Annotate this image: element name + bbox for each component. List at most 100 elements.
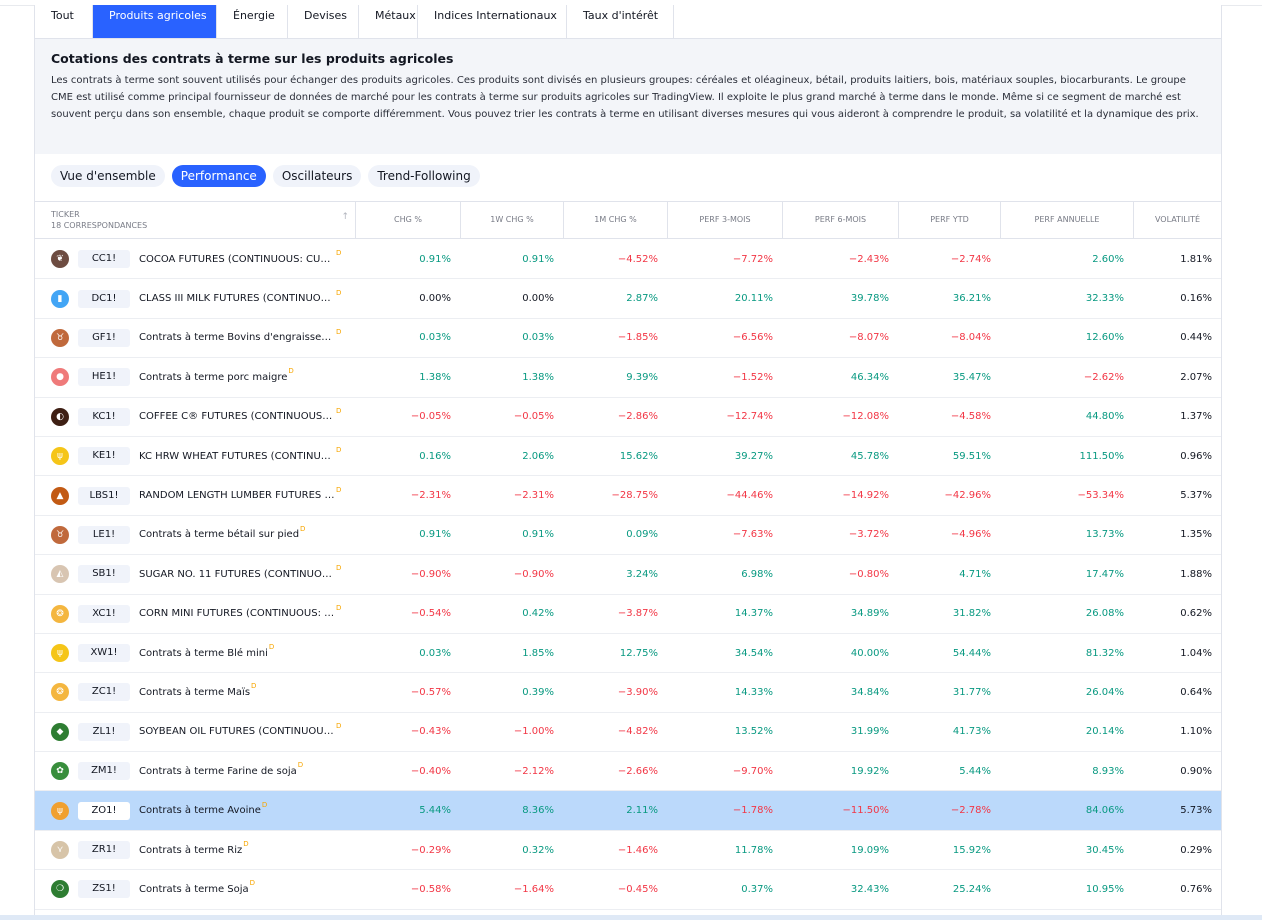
table-row[interactable]: ✿ ZM1! Contrats à terme Farine de soja D −0.…	[35, 752, 1221, 792]
value-1w-chg: 1.85%	[522, 647, 554, 659]
table-row[interactable]: ▮ DC1! CLASS III MILK FUTURES (CONTINUOUS……	[35, 279, 1221, 319]
contract-name[interactable]: SOYBEAN OIL FUTURES (CONTINUOUS: …	[139, 726, 335, 738]
ticker-symbol[interactable]: SB1!	[78, 565, 130, 584]
value-1m-chg: −3.90%	[617, 686, 658, 698]
contract-name[interactable]: Contrats à terme bétail sur pied	[139, 529, 300, 541]
contract-name[interactable]: COFFEE C® FUTURES (CONTINUOUS: C…	[139, 411, 335, 423]
contract-name[interactable]: KC HRW WHEAT FUTURES (CONTINUOU…	[139, 450, 335, 462]
delayed-data-marker: D	[336, 603, 342, 612]
tab-produits-agricoles[interactable]: Produits agricoles	[93, 5, 217, 38]
value-perf-annuelle: 2.60%	[1092, 253, 1124, 265]
value-chg: −0.29%	[410, 844, 451, 856]
ticker-symbol[interactable]: LE1!	[78, 525, 130, 544]
table-row[interactable]: ψ XW1! Contrats à terme Blé mini D 0.03% 1.85…	[35, 634, 1221, 674]
table-row[interactable]: ◐ KC1! COFFEE C® FUTURES (CONTINUOUS: C… D −…	[35, 398, 1221, 437]
contract-name[interactable]: Contrats à terme porc maigre	[139, 371, 288, 383]
ticker-symbol[interactable]: ZC1!	[78, 683, 130, 702]
table-row[interactable]: ♉ GF1! Contrats à terme Bovins d'engraisse…	[35, 319, 1221, 359]
table-row[interactable]: ● HE1! Contrats à terme porc maigre D 1.38% 1…	[35, 358, 1221, 398]
view-pill-trend-following[interactable]: Trend-Following	[368, 165, 480, 187]
value-perf-6-mois: −8.07%	[848, 332, 889, 344]
value-chg: −0.54%	[410, 608, 451, 620]
contract-name[interactable]: CORN MINI FUTURES (CONTINUOUS: C…	[139, 608, 335, 620]
contract-name[interactable]: CLASS III MILK FUTURES (CONTINUOUS…	[139, 293, 335, 305]
column-header-perf-annuelle[interactable]: PERF ANNUELLE	[1000, 202, 1133, 238]
table-row[interactable]: ψ ZO1! Contrats à terme Avoine D 5.44% 8.36% 2…	[35, 791, 1221, 831]
ticker-column-header[interactable]: TICKER 18 CORRESPONDANCES ↑	[35, 202, 355, 238]
column-header-volatilit[interactable]: VOLATILITÉ	[1133, 202, 1221, 238]
ticker-symbol[interactable]: CC1!	[78, 250, 130, 269]
table-row[interactable]: ◭ SB1! SUGAR NO. 11 FUTURES (CONTINUOUS… D −…	[35, 555, 1221, 595]
column-header-perf-3-mois[interactable]: PERF 3-MOIS	[667, 202, 782, 238]
ticker-symbol[interactable]: GF1!	[78, 328, 130, 347]
table-row[interactable]: ▲ LBS1! RANDOM LENGTH LUMBER FUTURES (C… D −…	[35, 476, 1221, 516]
table-row[interactable]: ❂ XC1! CORN MINI FUTURES (CONTINUOUS: C… D −…	[35, 595, 1221, 634]
table-row[interactable]: ⋎ ZR1! Contrats à terme Riz D −0.29% 0.32% −1.…	[35, 831, 1221, 871]
ticker-cell: ❦ CC1! COCOA FUTURES (CONTINUOUS: CURR… D	[35, 249, 355, 269]
ticker-symbol[interactable]: ZO1!	[78, 801, 130, 820]
futures-table-body: ❦ CC1! COCOA FUTURES (CONTINUOUS: CURR… D 0.…	[35, 240, 1221, 910]
contract-name[interactable]: Contrats à terme Riz	[139, 844, 243, 856]
ticker-symbol[interactable]: XC1!	[78, 604, 130, 623]
value-perf-annuelle: 26.08%	[1085, 608, 1124, 620]
value-perf-3-mois: −7.63%	[732, 529, 773, 541]
ticker-cell: ⋎ ZR1! Contrats à terme Riz D	[35, 840, 355, 860]
value-1m-chg: −2.66%	[617, 765, 658, 777]
ticker-symbol[interactable]: XW1!	[78, 644, 130, 663]
value-1w-chg: −1.64%	[513, 883, 554, 895]
ticker-cell: ▮ DC1! CLASS III MILK FUTURES (CONTINUOUS……	[35, 289, 355, 308]
value-1w-chg: −0.90%	[513, 568, 554, 580]
ticker-symbol[interactable]: ZR1!	[78, 841, 130, 860]
tab-metaux[interactable]: Métaux	[359, 5, 418, 38]
table-row[interactable]: ❦ CC1! COCOA FUTURES (CONTINUOUS: CURR… D 0.…	[35, 240, 1221, 280]
table-row[interactable]: ❍ ZS1! Contrats à terme Soja D −0.58% −1.64% −…	[35, 870, 1221, 910]
column-header-chg[interactable]: CHG %	[355, 202, 460, 238]
ticker-symbol[interactable]: ZS1!	[78, 880, 130, 899]
sort-arrow-icon[interactable]: ↑	[341, 212, 349, 222]
ticker-symbol[interactable]: LBS1!	[78, 486, 130, 505]
delayed-data-marker: D	[243, 840, 249, 849]
ticker-symbol[interactable]: HE1!	[78, 368, 130, 387]
delayed-data-marker: D	[336, 564, 342, 573]
contract-name[interactable]: Contrats à terme Farine de soja	[139, 765, 297, 777]
column-header-1m-chg[interactable]: 1M CHG %	[563, 202, 667, 238]
contract-name[interactable]: COCOA FUTURES (CONTINUOUS: CURR…	[139, 253, 335, 265]
tab-tout[interactable]: Tout	[35, 5, 93, 38]
contract-name[interactable]: Contrats à terme Blé mini	[139, 647, 268, 659]
column-header-perf-ytd[interactable]: PERF YTD	[898, 202, 1000, 238]
tab-taux-d-interet[interactable]: Taux d'intérêt	[567, 5, 674, 38]
column-header-perf-6-mois[interactable]: PERF 6-MOIS	[782, 202, 898, 238]
view-pill-performance[interactable]: Performance	[171, 165, 266, 187]
ticker-symbol[interactable]: KC1!	[78, 407, 130, 426]
contract-name[interactable]: Contrats à terme Soja	[139, 883, 249, 895]
value-1m-chg: 12.75%	[619, 647, 658, 659]
tab-indices-internationaux[interactable]: Indices Internationaux	[418, 5, 567, 38]
table-row[interactable]: ◆ ZL1! SOYBEAN OIL FUTURES (CONTINUOUS: … D…	[35, 713, 1221, 753]
value-1w-chg: 8.36%	[522, 805, 554, 817]
value-1w-chg: 1.38%	[522, 371, 554, 383]
contract-name[interactable]: Contrats à terme Bovins d'engraisseme…	[139, 332, 335, 344]
table-row[interactable]: ♉ LE1! Contrats à terme bétail sur pied D 0.…	[35, 516, 1221, 556]
tab-devises[interactable]: Devises	[288, 5, 359, 38]
value-1w-chg: 2.06%	[522, 450, 554, 462]
corn-icon: ❂	[51, 683, 69, 702]
value-1m-chg: 9.39%	[626, 371, 658, 383]
column-header-1w-chg[interactable]: 1W CHG %	[460, 202, 563, 238]
contract-name[interactable]: RANDOM LENGTH LUMBER FUTURES (C…	[139, 490, 335, 502]
contract-name[interactable]: Contrats à terme Avoine	[139, 805, 261, 817]
contract-name[interactable]: Contrats à terme Maïs	[139, 686, 251, 698]
table-row[interactable]: ψ KE1! KC HRW WHEAT FUTURES (CONTINUOU… D 0.…	[35, 437, 1221, 477]
ticker-symbol[interactable]: KE1!	[78, 447, 130, 466]
value-perf-6-mois: 19.92%	[850, 765, 889, 777]
contract-name[interactable]: SUGAR NO. 11 FUTURES (CONTINUOUS…	[139, 568, 335, 580]
delayed-data-marker: D	[336, 249, 342, 258]
ticker-cell: ◭ SB1! SUGAR NO. 11 FUTURES (CONTINUOUS… D	[35, 564, 355, 584]
ticker-symbol[interactable]: DC1!	[78, 289, 130, 308]
ticker-symbol[interactable]: ZM1!	[78, 762, 130, 781]
view-pill-vue-d-ensemble[interactable]: Vue d'ensemble	[51, 165, 165, 187]
table-row[interactable]: ❂ ZC1! Contrats à terme Maïs D −0.57% 0.39% −3…	[35, 673, 1221, 713]
view-pill-oscillateurs[interactable]: Oscillateurs	[272, 165, 362, 187]
tab-energie[interactable]: Énergie	[217, 5, 288, 38]
value-perf-3-mois: 11.78%	[734, 844, 773, 856]
ticker-symbol[interactable]: ZL1!	[78, 722, 130, 741]
